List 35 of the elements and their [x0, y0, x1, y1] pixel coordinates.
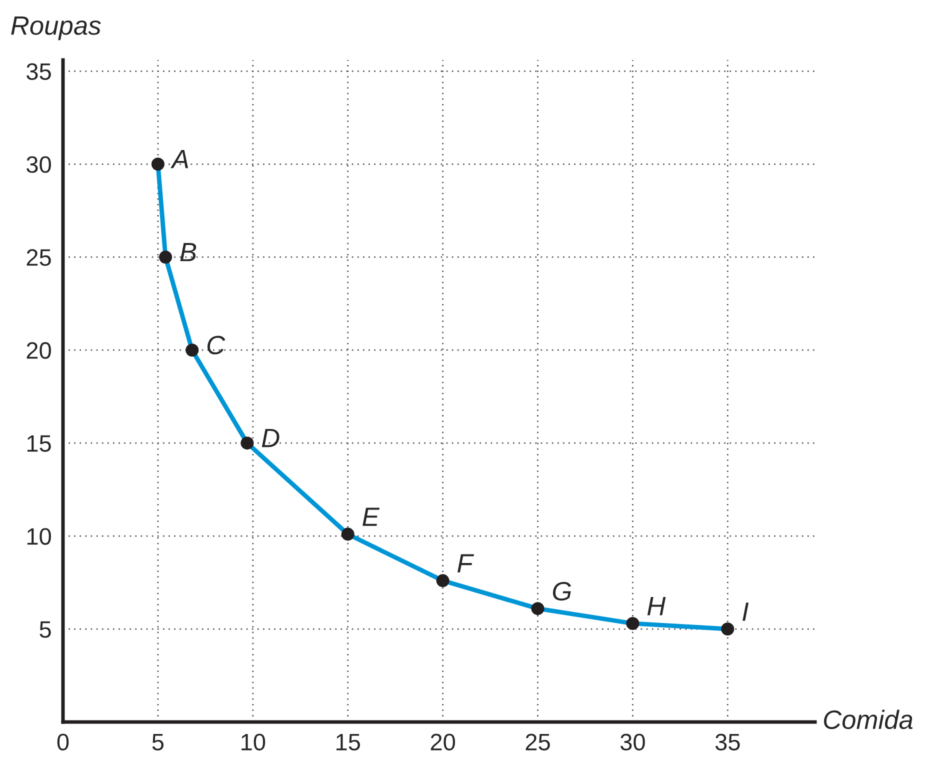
point [436, 574, 450, 588]
point [240, 436, 254, 450]
annotation: I [742, 602, 749, 621]
point [159, 250, 172, 264]
annotation: H [647, 597, 666, 616]
point [721, 622, 734, 636]
annotation: E [362, 508, 380, 526]
x-tick-label: 5 [152, 734, 164, 750]
point [341, 528, 354, 541]
x-tick-label: 0 [57, 734, 69, 750]
x-tick-label: 35 [715, 734, 740, 750]
point [626, 616, 640, 630]
y-tick-label: 35 [26, 63, 51, 80]
point [151, 158, 164, 171]
x-axis-title: Comida [824, 710, 913, 730]
x-tick-label: 20 [430, 734, 456, 750]
y-tick-label: 5 [40, 621, 51, 638]
y-tick-label: 25 [26, 249, 51, 266]
y-tick-label: 10 [27, 528, 51, 545]
y-tick-label: 30 [26, 156, 51, 173]
x-tick-label: 25 [526, 734, 550, 750]
x-tick-label: 10 [242, 734, 266, 750]
annotation: F [458, 554, 474, 572]
annotation: A [170, 150, 188, 168]
y-tick-label: 20 [26, 342, 51, 359]
annotation: B [180, 243, 196, 262]
annotation: D [262, 428, 280, 448]
annotation: G [552, 582, 572, 601]
annotation: C [207, 336, 226, 354]
point [186, 344, 199, 357]
y-tick-label: 15 [27, 435, 51, 452]
x-tick-label: 15 [336, 734, 360, 750]
x-tick-label: 30 [620, 734, 645, 750]
point [531, 602, 544, 616]
y-axis-title: Roupas [11, 16, 101, 40]
